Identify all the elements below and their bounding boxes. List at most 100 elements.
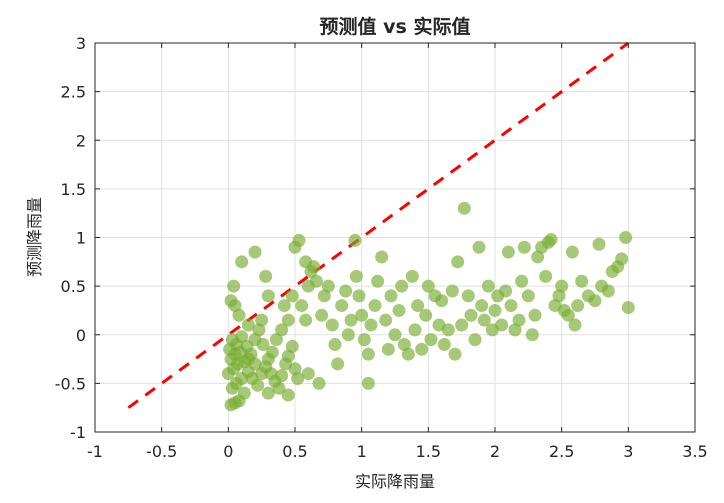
data-point <box>397 337 411 351</box>
data-point <box>255 313 269 327</box>
data-point <box>512 313 526 327</box>
data-point <box>477 313 491 327</box>
data-point <box>241 352 255 366</box>
data-point <box>235 255 249 269</box>
x-tick-label: -1 <box>87 442 103 461</box>
data-point <box>295 299 309 313</box>
data-point <box>461 289 475 303</box>
data-point <box>315 308 329 322</box>
reference-line <box>127 41 630 409</box>
data-point <box>248 245 262 259</box>
data-point <box>275 369 289 383</box>
data-point <box>277 299 291 313</box>
data-point <box>252 323 266 337</box>
data-point <box>335 299 349 313</box>
data-point <box>348 233 362 247</box>
data-point <box>488 303 502 317</box>
data-point <box>357 333 371 347</box>
data-point <box>539 269 553 283</box>
data-point <box>281 388 295 402</box>
data-point <box>392 303 406 317</box>
data-point <box>265 345 279 359</box>
data-point <box>468 333 482 347</box>
data-point <box>435 294 449 308</box>
data-point <box>261 289 275 303</box>
y-tick-label: -0.5 <box>55 374 86 393</box>
data-point <box>228 299 242 313</box>
data-point <box>317 289 331 303</box>
data-point <box>544 232 558 246</box>
data-point <box>321 279 335 293</box>
y-tick-label: 3 <box>76 34 86 53</box>
data-point <box>621 301 635 315</box>
data-point <box>531 250 545 264</box>
data-point <box>291 372 305 386</box>
data-point <box>368 299 382 313</box>
y-tick-label: 2 <box>76 131 86 150</box>
data-point <box>504 299 518 313</box>
data-point <box>349 269 363 283</box>
data-point <box>555 279 569 293</box>
data-point <box>472 240 486 254</box>
data-point <box>371 274 385 288</box>
data-point <box>364 318 378 332</box>
data-point <box>355 308 369 322</box>
data-point <box>285 289 299 303</box>
data-point <box>328 337 342 351</box>
data-point <box>301 367 315 381</box>
data-point <box>379 313 393 327</box>
x-tick-label: 3 <box>623 442 633 461</box>
data-point <box>441 323 455 337</box>
data-point <box>361 376 375 390</box>
data-point <box>388 328 402 342</box>
data-point <box>275 323 289 337</box>
data-point <box>281 313 295 327</box>
y-tick-label: -1 <box>70 423 86 442</box>
data-point <box>339 284 353 298</box>
data-point <box>457 201 471 215</box>
data-point <box>565 245 579 259</box>
x-axis-ticks: -1 -0.5 0 0.5 1 1.5 2 2.5 3 3.5 <box>87 43 708 461</box>
reference-line-layer <box>127 41 630 409</box>
data-point <box>272 381 286 395</box>
data-point <box>251 378 265 392</box>
data-point <box>552 289 566 303</box>
data-point <box>592 237 606 251</box>
data-point <box>307 260 321 274</box>
data-point <box>588 294 602 308</box>
x-tick-label: 2 <box>490 442 500 461</box>
data-point <box>501 245 515 259</box>
data-point <box>381 342 395 356</box>
data-point <box>451 255 465 269</box>
grid-lines <box>94 42 696 433</box>
data-point <box>448 347 462 361</box>
x-tick-label: 1 <box>357 442 367 461</box>
data-point <box>227 279 241 293</box>
data-point <box>395 279 409 293</box>
data-point <box>344 313 358 327</box>
data-point <box>288 362 302 376</box>
data-point <box>415 342 429 356</box>
x-tick-label: 1.5 <box>416 442 441 461</box>
x-tick-label: -0.5 <box>146 442 177 461</box>
data-point <box>269 333 283 347</box>
data-point <box>411 299 425 313</box>
y-tick-label: 1 <box>76 229 86 248</box>
data-point <box>619 231 633 244</box>
x-tick-label: 3.5 <box>682 442 707 461</box>
x-tick-label: 0.5 <box>282 442 307 461</box>
data-point <box>401 347 415 361</box>
data-point <box>405 269 419 283</box>
data-point <box>575 274 589 288</box>
data-point <box>561 308 575 322</box>
data-point <box>445 284 459 298</box>
data-point <box>285 339 299 353</box>
data-point <box>232 308 246 322</box>
data-point <box>464 308 478 322</box>
data-point <box>571 299 585 313</box>
x-tick-label: 2.5 <box>549 442 574 461</box>
data-point <box>424 333 438 347</box>
data-point <box>341 328 355 342</box>
